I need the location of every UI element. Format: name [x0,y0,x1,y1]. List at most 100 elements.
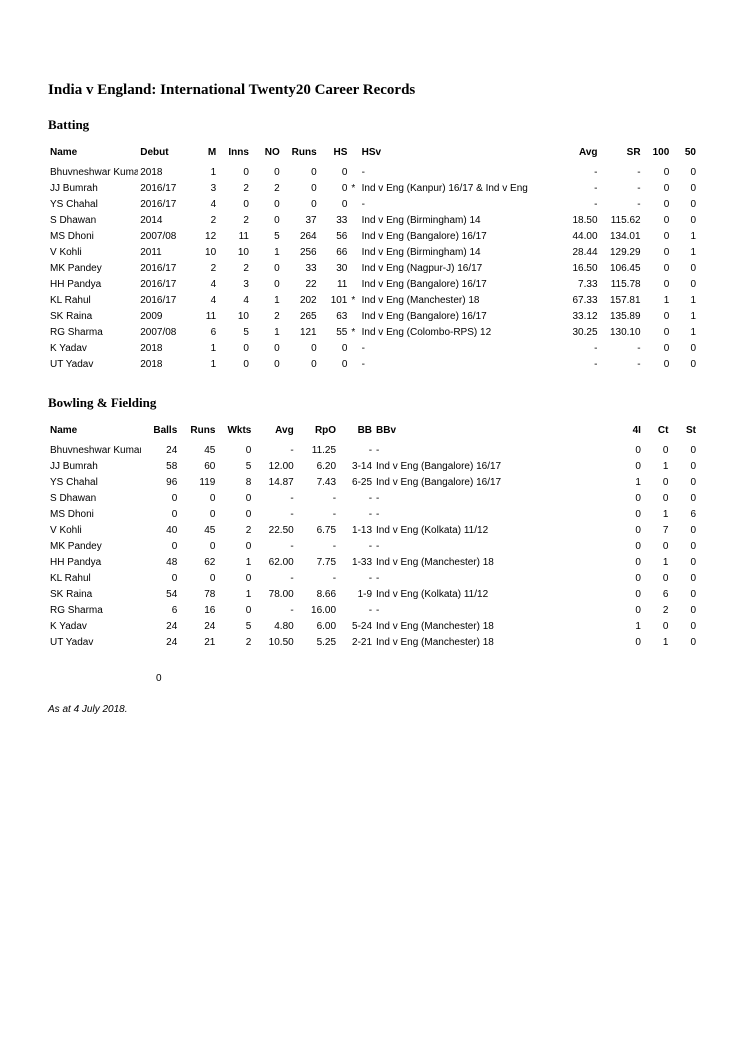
cell: - [600,357,643,373]
cell: 10 [218,245,251,261]
cell: - [360,357,559,373]
cell: 1 [251,293,282,309]
cell: 6 [187,325,218,341]
cell: K Yadav [48,341,138,357]
cell: 0 [251,357,282,373]
page: India v England: International Twenty20 … [0,0,746,1056]
cell [349,165,359,181]
batting-heading: Batting [48,117,698,133]
cell: 1 [671,229,698,245]
table-row: SK Raina20091110226563Ind v Eng (Bangalo… [48,309,698,325]
cell: K Yadav [48,619,141,635]
col-header: Ct [643,423,671,443]
cell: 16.50 [559,261,600,277]
table-row: UT Yadav201810000---00 [48,357,698,373]
cell: HH Pandya [48,555,141,571]
cell: - [360,197,559,213]
cell: - [338,603,374,619]
cell: 0 [643,229,672,245]
cell: 4 [218,293,251,309]
cell: - [600,341,643,357]
batting-table: NameDebutMInnsNORunsHSHSvAvgSR10050Bhuvn… [48,145,698,373]
cell: 0 [282,181,319,197]
cell [349,277,359,293]
cell: 264 [282,229,319,245]
cell: 0 [671,277,698,293]
cell: 24 [141,635,179,651]
cell: 96 [141,475,179,491]
cell: - [253,539,295,555]
cell: Ind v Eng (Bangalore) 16/17 [360,309,559,325]
cell: 5 [217,619,253,635]
cell: 0 [670,587,698,603]
cell: 30 [319,261,350,277]
cell: 0 [671,357,698,373]
cell: 0 [141,491,179,507]
cell: JJ Bumrah [48,459,141,475]
cell: 3-14 [338,459,374,475]
cell: 55 [319,325,350,341]
table-row: V Kohli20111010125666Ind v Eng (Birmingh… [48,245,698,261]
cell: 0 [670,571,698,587]
cell: 2011 [138,245,187,261]
cell [349,309,359,325]
cell: - [338,571,374,587]
cell: 2014 [138,213,187,229]
cell: 0 [179,491,217,507]
table-row: UT Yadav2421210.505.252-21Ind v Eng (Man… [48,635,698,651]
cell: 0 [607,603,643,619]
cell: 6-25 [338,475,374,491]
table-row: HH Pandya4862162.007.751-33Ind v Eng (Ma… [48,555,698,571]
cell: Ind v Eng (Manchester) 18 [374,635,607,651]
cell: 0 [218,197,251,213]
table-row: K Yadav242454.806.005-24Ind v Eng (Manch… [48,619,698,635]
table-row: Bhuvneshwar Kumar24450-11.25--000 [48,443,698,459]
cell: 0 [670,635,698,651]
col-header: 4I [607,423,643,443]
cell: 1 [643,635,671,651]
col-header: 50 [671,145,698,165]
cell: * [349,181,359,197]
col-header: Avg [559,145,600,165]
cell: 0 [141,539,179,555]
cell: 0 [282,341,319,357]
cell: 8.66 [296,587,338,603]
cell: 40 [141,523,179,539]
cell: 2007/08 [138,325,187,341]
cell: - [253,491,295,507]
cell: 202 [282,293,319,309]
table-row: S Dhawan20142203733Ind v Eng (Birmingham… [48,213,698,229]
cell: 2-21 [338,635,374,651]
cell: 5.25 [296,635,338,651]
cell: 0 [670,619,698,635]
table-row: MS Dhoni000----016 [48,507,698,523]
col-header: St [670,423,698,443]
cell: RG Sharma [48,603,141,619]
cell: 121 [282,325,319,341]
cell: Ind v Eng (Manchester) 18 [374,555,607,571]
cell: 0 [251,341,282,357]
cell: 0 [670,523,698,539]
cell: YS Chahal [48,475,141,491]
table-row: S Dhawan000----000 [48,491,698,507]
cell: 11 [218,229,251,245]
cell: 135.89 [600,309,643,325]
cell: Ind v Eng (Manchester) 18 [374,619,607,635]
cell: Ind v Eng (Bangalore) 16/17 [374,459,607,475]
table-row: YS Chahal2016/1740000---00 [48,197,698,213]
cell: 0 [251,261,282,277]
cell [349,357,359,373]
cell: 45 [179,443,217,459]
cell: 0 [671,197,698,213]
col-header: Balls [141,423,179,443]
cell: 60 [179,459,217,475]
cell: 2016/17 [138,261,187,277]
cell: 22.50 [253,523,295,539]
cell: 78.00 [253,587,295,603]
cell: - [338,539,374,555]
cell: 115.62 [600,213,643,229]
cell: 0 [670,491,698,507]
cell: JJ Bumrah [48,181,138,197]
cell: 106.45 [600,261,643,277]
cell: 7.33 [559,277,600,293]
